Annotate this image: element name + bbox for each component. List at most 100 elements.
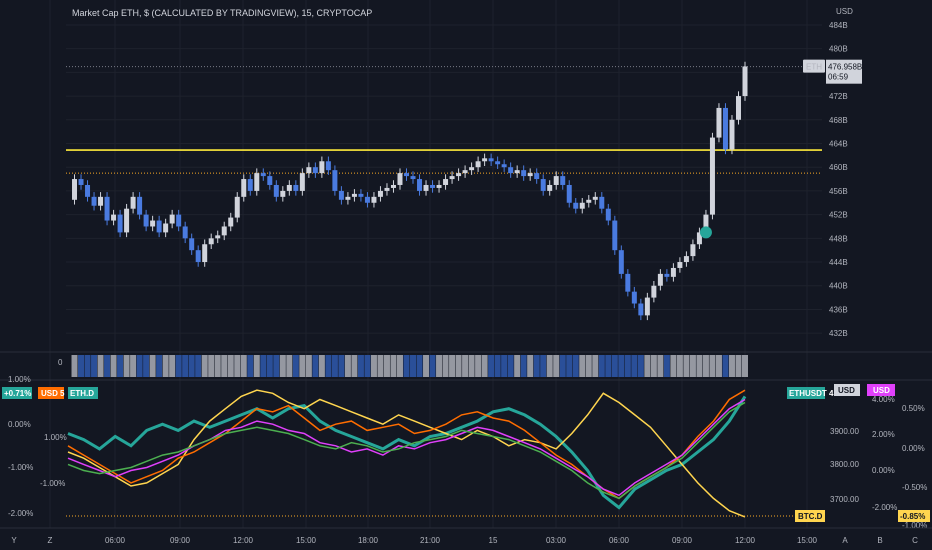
comparison-pane[interactable] xyxy=(66,389,822,518)
currency-label: USD xyxy=(836,7,853,16)
usd-tag-3: USD xyxy=(873,386,890,395)
candle-body xyxy=(547,184,553,191)
volume-bar xyxy=(383,355,390,377)
volume-bar xyxy=(559,355,566,377)
volume-bar xyxy=(234,355,241,377)
volume-bar xyxy=(286,355,293,377)
volume-bar xyxy=(644,355,651,377)
candle-body xyxy=(221,226,227,236)
volume-bar xyxy=(579,355,586,377)
time-axis-tick-label: 21:00 xyxy=(420,536,441,545)
candle-body xyxy=(651,285,657,298)
volume-bar xyxy=(585,355,592,377)
volume-bar xyxy=(494,355,501,377)
time-axis-tick-label: 12:00 xyxy=(735,536,756,545)
volume-bar xyxy=(702,355,709,377)
time-axis-tick-label: A xyxy=(842,536,848,545)
comparison-series-line xyxy=(67,395,747,510)
candle-body xyxy=(638,303,644,316)
volume-bar xyxy=(149,355,156,377)
candle-body xyxy=(514,170,520,174)
volume-bar xyxy=(253,355,260,377)
volume-bar xyxy=(715,355,722,377)
candle-body xyxy=(130,196,136,209)
candle-body xyxy=(469,167,475,171)
candle-body xyxy=(325,161,331,171)
candle-body xyxy=(709,137,715,215)
candle-body xyxy=(280,190,286,197)
volume-bar xyxy=(84,355,91,377)
time-axis-tick-label: 15 xyxy=(489,536,498,545)
candle-body xyxy=(156,220,162,233)
volume-bar xyxy=(214,355,221,377)
volume-bar xyxy=(156,355,163,377)
volume-bar xyxy=(136,355,143,377)
price-axis-tick-label: 480B xyxy=(829,45,848,54)
volume-bar xyxy=(475,355,482,377)
volume-bar xyxy=(676,355,683,377)
candle-body xyxy=(143,214,149,227)
btcd-tag: BTC.D xyxy=(798,512,823,521)
volume-bar xyxy=(631,355,638,377)
candle-body xyxy=(72,179,78,200)
usd-tag-box xyxy=(38,387,64,399)
candle-body xyxy=(501,164,507,168)
usd-tag-box-2 xyxy=(834,384,860,396)
price-axis-tick-label: 484B xyxy=(829,21,848,30)
usd-tag-1: USD xyxy=(41,389,58,398)
price-tag-symbol: ETH xyxy=(806,63,822,72)
candle-body xyxy=(91,196,97,206)
time-axis-tick-label: 06:00 xyxy=(105,536,126,545)
time-axis-tick-label: Z xyxy=(48,536,53,545)
right-axis2-tick-label: -2.00% xyxy=(872,503,897,512)
volume-bar xyxy=(331,355,338,377)
candle-body xyxy=(488,158,494,162)
time-axis-tick-label: 15:00 xyxy=(797,536,818,545)
volume-bar xyxy=(436,355,443,377)
candle-body xyxy=(208,238,214,245)
volume-bar xyxy=(247,355,254,377)
volume-bar xyxy=(689,355,696,377)
usd-tag-2: USD xyxy=(838,386,855,395)
right-axis3-tick-label: -0.50% xyxy=(902,483,927,492)
candle-body xyxy=(553,176,559,185)
price-tag-symbol-box xyxy=(803,59,825,73)
volume-bar xyxy=(188,355,195,377)
price-axis-tick-label: 432B xyxy=(829,329,848,338)
left-axis-tick-label: 1.00% xyxy=(8,375,31,384)
price-axis-tick-label: 452B xyxy=(829,211,848,220)
volume-bar xyxy=(208,355,215,377)
price-pane[interactable] xyxy=(66,61,822,321)
right-axis2-tick-label: 2.00% xyxy=(872,430,895,439)
right-axis3-tick-label: 0.50% xyxy=(902,404,925,413)
volume-bar xyxy=(709,355,716,377)
candle-body xyxy=(299,173,305,191)
volume-bar xyxy=(195,355,202,377)
candle-body xyxy=(631,291,637,304)
volume-bar xyxy=(611,355,618,377)
volume-bar xyxy=(273,355,280,377)
candle-body xyxy=(657,273,663,286)
volume-bar xyxy=(696,355,703,377)
volume-bar xyxy=(221,355,228,377)
axes: 484B480B476B472B468B464B460B456B452B448B… xyxy=(0,21,932,545)
candle-body xyxy=(605,208,611,221)
price-tag-value: 476.958B xyxy=(828,63,862,72)
candle-body xyxy=(729,119,735,150)
volume-bar xyxy=(78,355,85,377)
candle-body xyxy=(137,196,143,215)
candle-body xyxy=(696,232,702,245)
candle-body xyxy=(390,184,396,188)
candle-body xyxy=(254,173,260,191)
btcd-tag-box xyxy=(795,510,825,522)
price-axis-tick-label: 472B xyxy=(829,92,848,101)
candle-body xyxy=(735,96,741,120)
time-axis-tick-label: 12:00 xyxy=(233,536,254,545)
volume-bar xyxy=(410,355,417,377)
volume-bar xyxy=(663,355,670,377)
candle-body xyxy=(670,267,676,277)
candle-body xyxy=(586,199,592,203)
candle-body xyxy=(683,256,689,263)
